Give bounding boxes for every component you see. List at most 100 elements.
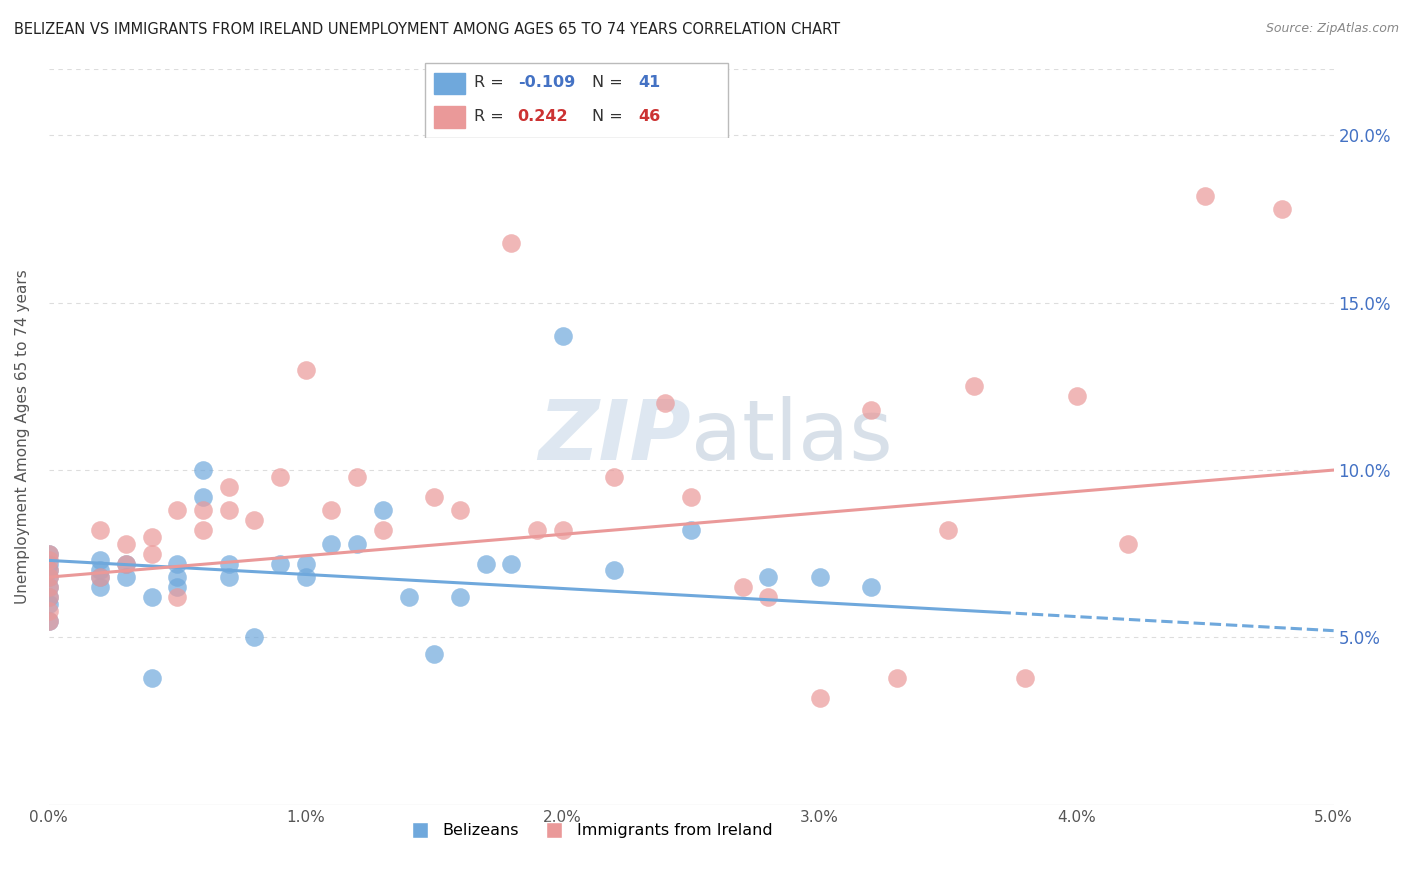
Point (38, 591, 60, 605)
Point (115, 557, 138, 571)
Point (166, 570, 188, 584)
Point (89, 564, 111, 578)
Point (860, 402, 883, 417)
Point (38, 604, 60, 618)
Point (141, 671, 163, 685)
Point (603, 469, 626, 483)
Point (474, 557, 496, 571)
Point (38, 580, 60, 594)
Point (681, 490, 703, 504)
Bar (434, 106, 465, 128)
Point (38, 564, 60, 578)
Point (1271, 202, 1294, 216)
Point (115, 557, 138, 571)
Point (38, 614, 60, 628)
Point (371, 523, 394, 537)
Point (243, 631, 266, 645)
Text: N =: N = (592, 109, 628, 124)
Point (551, 329, 574, 343)
Point (449, 503, 471, 517)
Point (654, 396, 676, 410)
Point (38, 580, 60, 594)
Point (191, 490, 214, 504)
Point (1066, 389, 1088, 403)
Point (191, 503, 214, 517)
Point (603, 564, 626, 578)
Point (321, 536, 343, 550)
Text: R =: R = (474, 76, 509, 90)
Point (218, 503, 240, 517)
Point (294, 362, 316, 376)
Point (269, 469, 291, 483)
Point (1014, 671, 1036, 685)
Text: Source: ZipAtlas.com: Source: ZipAtlas.com (1265, 22, 1399, 36)
Point (38, 547, 60, 561)
Text: atlas: atlas (692, 396, 893, 477)
Point (38, 564, 60, 578)
Point (166, 580, 188, 594)
Point (115, 536, 138, 550)
Point (243, 513, 266, 527)
FancyBboxPatch shape (425, 63, 728, 137)
Point (166, 503, 188, 517)
Point (38, 591, 60, 605)
Point (89, 570, 111, 584)
Point (346, 469, 368, 483)
Point (38, 557, 60, 571)
Text: -0.109: -0.109 (517, 76, 575, 90)
Bar (434, 73, 465, 95)
Point (89, 523, 111, 537)
Point (218, 480, 240, 494)
Point (551, 523, 574, 537)
Point (38, 570, 60, 584)
Text: N =: N = (592, 76, 628, 90)
Point (89, 580, 111, 594)
Point (141, 591, 163, 605)
Legend: Belizeans, Immigrants from Ireland: Belizeans, Immigrants from Ireland (398, 817, 779, 845)
Point (166, 557, 188, 571)
Point (526, 523, 548, 537)
Point (269, 557, 291, 571)
Point (321, 503, 343, 517)
Point (115, 570, 138, 584)
Point (681, 523, 703, 537)
Text: ZIP: ZIP (538, 396, 692, 477)
Text: 41: 41 (638, 76, 661, 90)
Point (294, 557, 316, 571)
Point (808, 690, 831, 705)
Point (1116, 536, 1139, 550)
Point (756, 591, 779, 605)
Point (886, 671, 908, 685)
Y-axis label: Unemployment Among Ages 65 to 74 years: Unemployment Among Ages 65 to 74 years (15, 269, 30, 604)
Point (860, 580, 883, 594)
Point (808, 570, 831, 584)
Point (501, 235, 523, 250)
Point (1194, 188, 1216, 202)
Text: BELIZEAN VS IMMIGRANTS FROM IRELAND UNEMPLOYMENT AMONG AGES 65 TO 74 YEARS CORRE: BELIZEAN VS IMMIGRANTS FROM IRELAND UNEM… (14, 22, 841, 37)
Point (423, 647, 446, 661)
Point (38, 570, 60, 584)
Point (141, 530, 163, 544)
Point (218, 570, 240, 584)
Point (38, 597, 60, 611)
Point (191, 523, 214, 537)
Point (166, 591, 188, 605)
Point (731, 580, 754, 594)
Point (963, 379, 986, 393)
Point (398, 591, 420, 605)
Point (346, 536, 368, 550)
Point (89, 570, 111, 584)
Point (501, 557, 523, 571)
Point (38, 614, 60, 628)
Point (89, 553, 111, 567)
Point (423, 490, 446, 504)
Point (294, 570, 316, 584)
Text: 46: 46 (638, 109, 661, 124)
Text: R =: R = (474, 109, 509, 124)
Text: 0.242: 0.242 (517, 109, 568, 124)
Point (371, 503, 394, 517)
Point (449, 591, 471, 605)
Point (936, 523, 959, 537)
Point (141, 547, 163, 561)
Point (191, 463, 214, 477)
